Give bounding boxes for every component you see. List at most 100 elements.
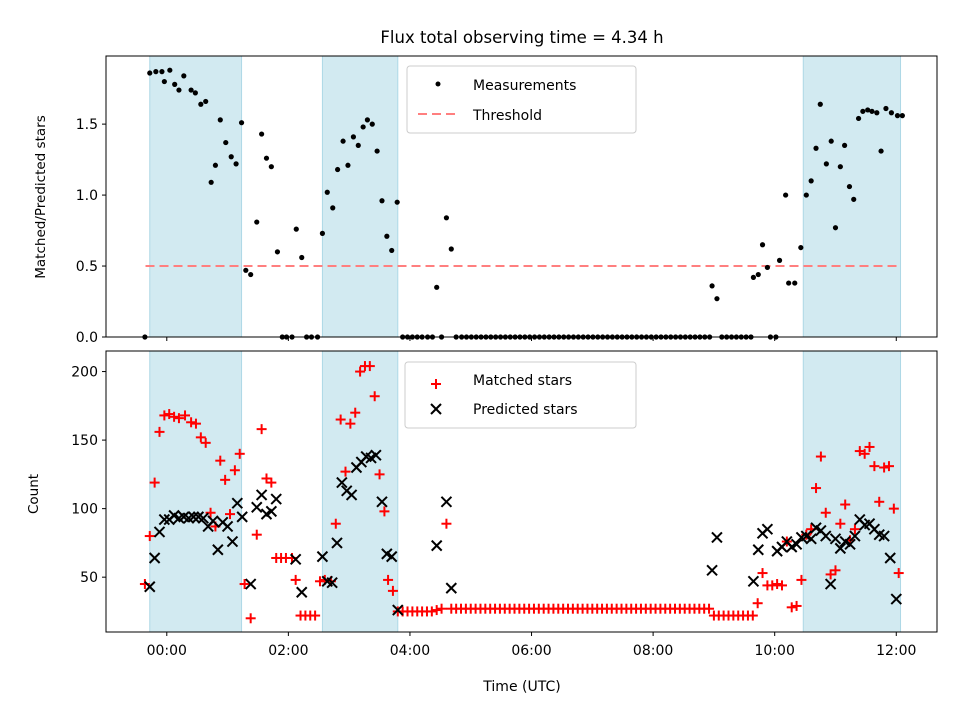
chart-title: Flux total observing time = 4.34 h [380,28,663,47]
measurement-point [808,178,814,184]
measurement-point [188,87,194,93]
measurement-point [263,155,270,161]
predicted-stars-point [884,552,896,564]
measurement-point [750,274,757,280]
predicted-stars-point [236,511,248,523]
matched-stars-point [820,507,831,518]
matched-stars-point [874,496,885,507]
measurement-point [159,69,165,75]
legend-predicted-marker [430,403,442,415]
matched-stars-point [290,574,301,585]
x-axis-label: Time (UTC) [482,679,560,695]
predicted-stars-point [326,576,338,589]
matched-stars-point [374,469,385,480]
matched-stars-point [190,418,201,429]
matched-stars-point [149,477,160,488]
measurement-point [764,264,770,271]
matched-stars-point [767,580,778,591]
matched-stars-point [251,529,262,540]
predicted-stars-point [878,530,890,542]
measurement-point [813,145,819,151]
predicted-stars-point [158,513,171,526]
predicted-stars-point [316,550,329,563]
measurement-point [355,142,361,149]
measurement-point [203,98,209,105]
bot-y-tick-label: 50 [80,570,98,586]
predicted-stars-point [752,544,764,556]
predicted-stars-point [890,593,902,605]
measurement-point [448,246,454,252]
predicted-stars-point [221,520,234,533]
matched-stars-point [840,499,851,510]
measurement-point [374,148,380,154]
matched-stars-point [205,507,216,518]
matched-stars-point [883,461,894,472]
predicted-stars-point [331,537,343,549]
measurement-point [268,164,274,170]
predicted-stars-point [711,531,723,544]
bot-shaded-interval-0 [149,350,243,633]
matched-stars-point [225,509,236,520]
matched-stars-point [220,474,231,485]
measurement-point [817,101,823,107]
matched-stars-point [369,391,380,402]
x-tick-label: 02:00 [268,643,308,659]
measurement-point [167,67,173,73]
measurement-point [443,215,450,221]
measurement-point [855,115,862,122]
matched-stars-point [355,366,366,377]
predicted-stars-point [144,581,156,593]
matched-stars-point [200,437,211,448]
measurement-point [709,283,715,289]
measurement-point [217,117,223,123]
predicted-stars-point [336,476,348,489]
measurement-point [394,199,400,205]
bottom-plot-frame [105,350,938,633]
predicted-stars-point [386,550,398,563]
matched-stars-point [266,477,277,488]
top-legend-box [406,65,637,134]
predicted-stars-point [805,533,817,545]
matched-stars-point [436,603,447,614]
predicted-stars-point [345,489,358,501]
predicted-stars-point [289,553,302,566]
measurement-point [360,124,366,130]
measurement-point [274,249,281,255]
top-shaded-interval-1 [321,55,399,338]
measurement-point [878,148,884,154]
top-shaded-interval-0 [149,55,243,338]
matched-stars-point [310,610,321,621]
legend-measurements-marker [435,81,441,87]
measurement-point [786,280,792,286]
measurement-point [330,205,336,211]
measurement-point [324,189,330,195]
matched-stars-point [256,424,267,435]
top-legend: Measurements Threshold [406,65,637,134]
predicted-stars-point [844,538,856,550]
measurement-point [783,192,789,198]
matched-stars-point [383,574,394,585]
bot-y-tick-label: 200 [71,365,98,381]
measurement-point [714,296,720,302]
measurement-point [335,166,341,173]
matched-stars-point [154,426,165,437]
predicted-stars-point [231,497,244,509]
x-tick-label: 04:00 [390,643,430,659]
measurement-point [233,161,239,167]
predicted-stars-point [153,526,166,538]
predicted-stars-point [706,564,718,577]
measurement-point [823,161,829,167]
measurement-point [832,225,839,231]
matched-stars-point [330,518,341,529]
measurement-point [874,110,880,116]
measurement-point [248,271,254,278]
measurement-point [759,242,766,248]
predicted-stars-point [370,449,382,461]
matched-stars-point [180,410,191,421]
bottom-legend-box [404,361,637,429]
matched-stars-point [835,518,846,529]
matched-stars-point [752,598,763,609]
predicted-stars-point [255,489,268,501]
measurement-point [364,117,370,123]
matched-stars-point [195,432,206,443]
